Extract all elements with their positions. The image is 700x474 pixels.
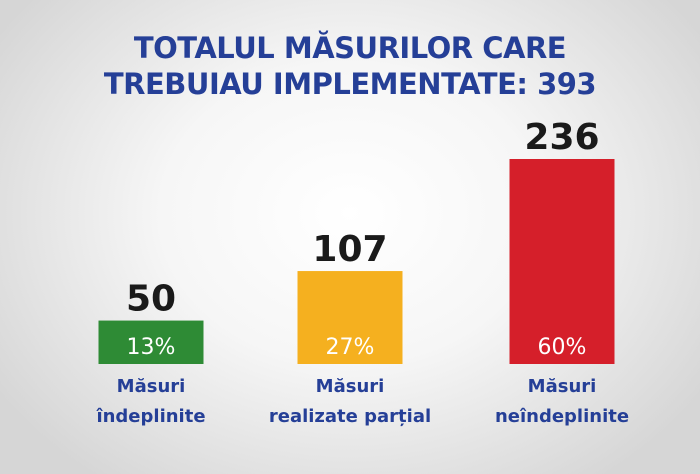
percent-label-completed: 13% [127,335,176,360]
bar-partial [297,271,403,364]
chart-title-line-1: TOTALUL MĂSURILOR CARE [133,31,567,65]
percent-label-not-completed: 60% [538,335,587,360]
value-label-not-completed: 236 [524,117,599,158]
category-label-partial-line-1: Măsuri [315,376,385,397]
category-label-completed-line-1: Măsuri [116,376,186,397]
category-label-partial: Măsuri realizate parțial [255,372,445,432]
percent-label-partial: 27% [326,335,375,360]
category-label-completed-line-2: îndeplinite [96,406,206,427]
category-label-completed: Măsuri îndeplinite [56,372,246,432]
value-label-partial: 107 [312,229,387,270]
category-label-not-completed-line-2: neîndeplinite [494,406,630,427]
value-label-completed: 50 [126,279,176,320]
bar-not-completed [509,159,615,364]
bar-completed [98,320,204,364]
category-label-not-completed: Măsuri neîndeplinite [467,372,657,432]
chart-title-line-2: TREBUIAU IMPLEMENTATE: 393 [103,67,597,101]
category-label-not-completed-line-1: Măsuri [527,376,597,397]
category-label-partial-line-2: realizate parțial [268,406,432,427]
